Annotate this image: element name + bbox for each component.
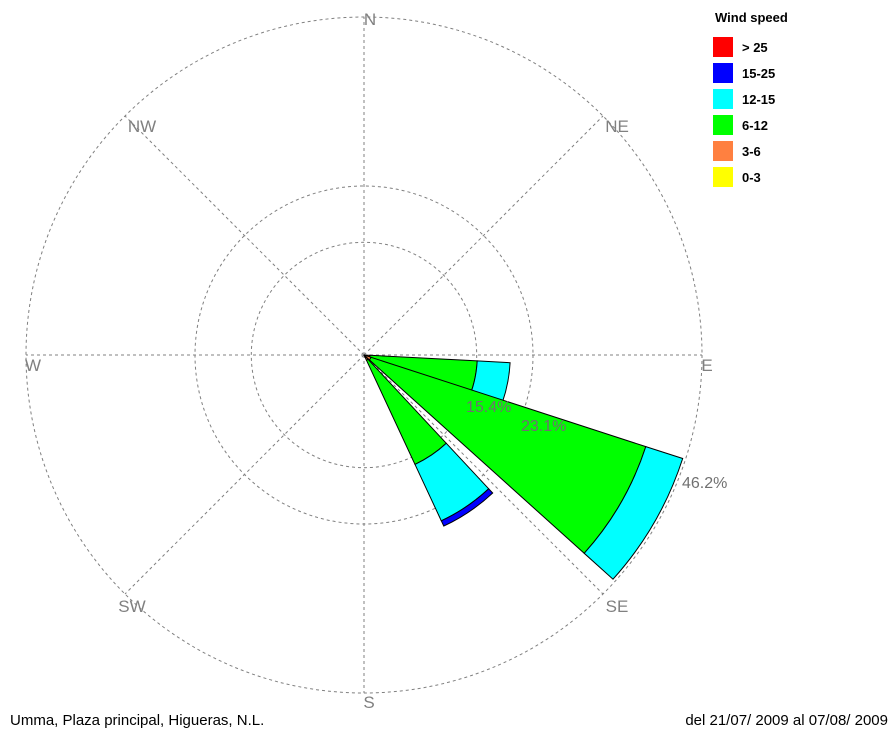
legend-item: 3-6 [713, 138, 833, 164]
ring-label-2: 23.1% [521, 418, 566, 435]
legend-item: 15-25 [713, 60, 833, 86]
period-caption: del 21/07/ 2009 al 07/08/ 2009 [685, 712, 888, 729]
ring-label-3: 46.2% [682, 475, 727, 492]
legend-swatch [713, 37, 733, 57]
ring-label-1: 15.4% [466, 399, 511, 416]
grid-spoke-se [363, 354, 604, 595]
direction-label-w: W [25, 356, 41, 375]
direction-label-nw: NW [128, 117, 156, 136]
legend-swatch [713, 167, 733, 187]
legend-swatch [713, 115, 733, 135]
grid-spoke-ne [363, 115, 604, 356]
legend-swatch [713, 63, 733, 83]
legend-label: 3-6 [742, 143, 761, 159]
legend-label: 12-15 [742, 91, 776, 107]
direction-label-sw: SW [118, 597, 145, 616]
legend-label: 15-25 [742, 65, 776, 81]
legend: Wind speed > 25 15-25 12-15 6-12 3-6 0-3 [713, 10, 833, 190]
sector-se-15-25 [440, 488, 494, 527]
chart-labels: N NE E SE S SW W NW 15.4% 23.1% 46.2% [25, 10, 727, 712]
sector-ese-12-15 [583, 445, 684, 580]
legend-item: 0-3 [713, 164, 833, 190]
direction-label-n: N [364, 10, 376, 29]
legend-item: 12-15 [713, 86, 833, 112]
direction-label-ne: NE [605, 117, 629, 136]
direction-label-s: S [363, 693, 374, 712]
station-caption: Umma, Plaza principal, Higueras, N.L. [10, 712, 265, 729]
legend-label: 6-12 [742, 117, 769, 133]
legend-swatch [713, 141, 733, 161]
grid-spoke-sw [124, 354, 365, 595]
direction-label-e: E [701, 356, 712, 375]
legend-title: Wind speed [715, 10, 788, 25]
legend-item: > 25 [713, 34, 833, 60]
legend-label: 0-3 [742, 169, 761, 185]
legend-item: 6-12 [713, 112, 833, 138]
legend-rows: > 25 15-25 12-15 6-12 3-6 0-3 [713, 34, 833, 190]
legend-swatch [713, 89, 733, 109]
polar-grid [25, 16, 703, 694]
direction-label-se: SE [606, 597, 629, 616]
grid-spoke-nw [124, 115, 365, 356]
grid-ring-1 [250, 241, 478, 469]
legend-label: > 25 [742, 39, 768, 55]
wind-sectors [363, 354, 684, 580]
